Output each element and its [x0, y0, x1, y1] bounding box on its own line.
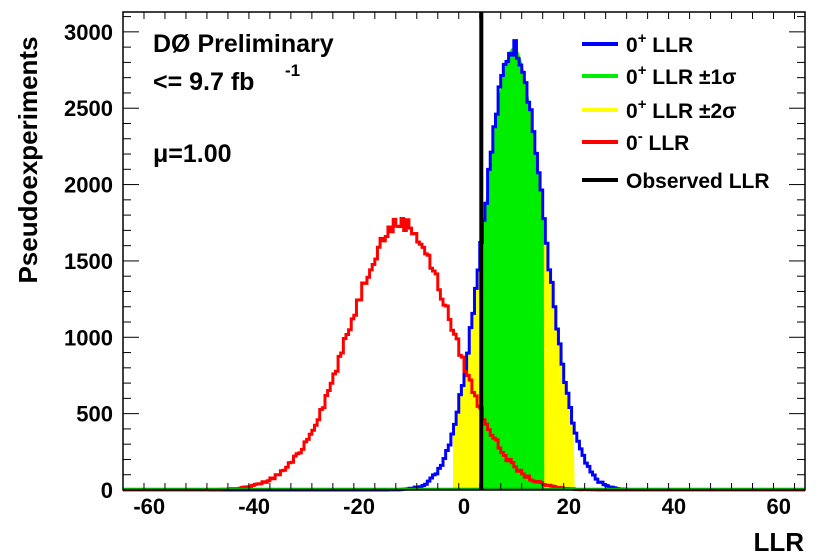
- legend-label-0plus-2sigma: 0+ LLR ±2σ: [626, 96, 737, 123]
- x-tick-label: -20: [343, 494, 375, 519]
- lumi-exponent: -1: [285, 61, 300, 80]
- y-tick-label: 1500: [64, 249, 113, 274]
- x-tick-label: 20: [557, 494, 581, 519]
- x-tick-label: 60: [767, 494, 791, 519]
- lumi-annotation: <= 9.7 fb: [153, 68, 254, 96]
- y-tick-label: 500: [76, 402, 113, 427]
- legend-label-0minus-llr: 0- LLR: [626, 128, 689, 155]
- x-axis-label: LLR: [753, 527, 804, 557]
- y-tick-label: 2000: [64, 173, 113, 198]
- x-tick-label: 40: [662, 494, 686, 519]
- y-axis-label: Pseudoexperiments: [13, 36, 43, 283]
- plot-frame: [122, 11, 806, 491]
- mu-annotation: μ=1.00: [153, 140, 232, 168]
- x-tick-label: 0: [458, 494, 470, 519]
- y-tick-label: 2500: [64, 96, 113, 121]
- x-tick-label: -40: [238, 494, 270, 519]
- legend: 0+ LLR 0+ LLR ±1σ 0+ LLR ±2σ 0- LLR Observed…: [582, 30, 770, 193]
- band-1sigma: [483, 47, 545, 490]
- legend-label-observed-llr: Observed LLR: [626, 170, 770, 193]
- legend-label-0plus-llr: 0+ LLR: [626, 30, 693, 57]
- x-tick-label: -60: [133, 494, 165, 519]
- legend-label-0plus-1sigma: 0+ LLR ±1σ: [626, 62, 737, 89]
- experiment-annotation: DØ Preliminary: [153, 30, 334, 58]
- y-tick-label: 3000: [64, 20, 113, 45]
- y-tick-label: 1000: [64, 325, 113, 350]
- sigma-bands: [452, 47, 575, 490]
- axis-ticks: -60 -40 -20 0 20 40 60 0 500 1000 1500 2000 2500 3000: [64, 12, 805, 519]
- y-tick-label: 0: [101, 478, 113, 503]
